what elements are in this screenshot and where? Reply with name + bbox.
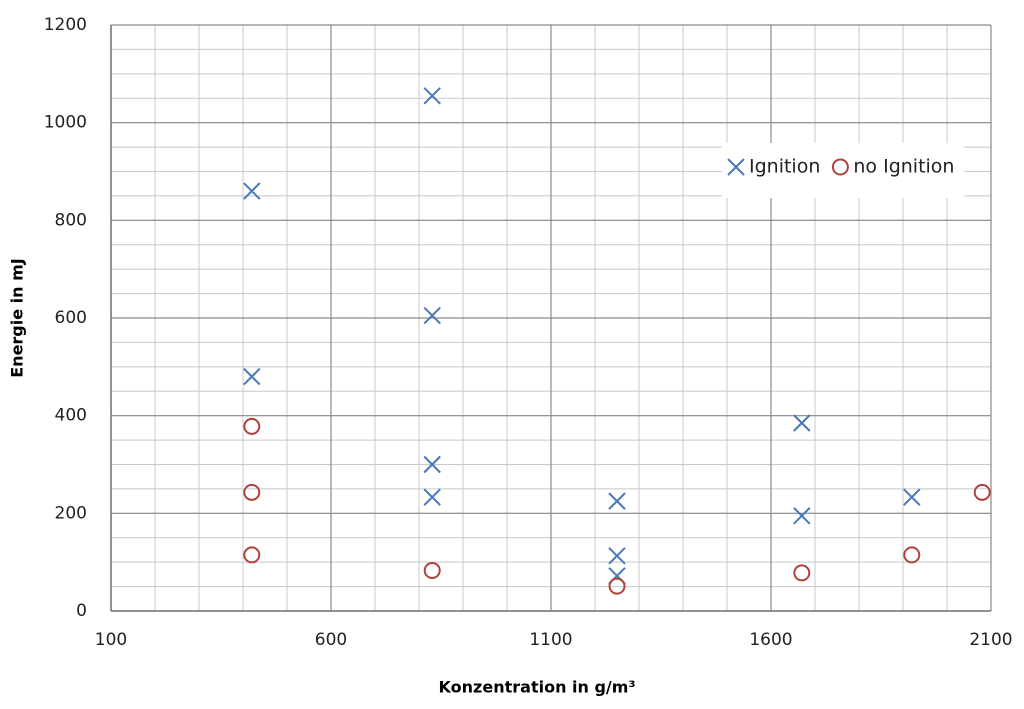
- y-tick-label: 600: [55, 308, 87, 328]
- point: [608, 547, 626, 565]
- point: [423, 455, 441, 474]
- x-tick-label: 100: [95, 630, 127, 650]
- point: [793, 564, 811, 582]
- point: [903, 546, 921, 564]
- point: [903, 488, 921, 506]
- y-axis-title: Energie in mJ: [8, 258, 27, 378]
- point: [243, 417, 261, 435]
- point: [608, 492, 626, 510]
- point: [608, 577, 626, 595]
- y-tick-label: 1200: [44, 15, 87, 35]
- legend-label: no Ignition: [853, 156, 954, 178]
- y-tick-label: 400: [55, 406, 87, 426]
- legend: Ignition no Ignition: [722, 143, 964, 198]
- point: [243, 546, 261, 564]
- x-axis-title: Konzentration in g/m³: [439, 678, 636, 697]
- point: [243, 367, 261, 386]
- point: [423, 561, 441, 579]
- legend-marker: [831, 158, 849, 176]
- x-tick-label: 1100: [529, 630, 572, 650]
- point: [423, 87, 441, 105]
- y-tick-label: 0: [76, 601, 87, 621]
- point: [973, 483, 991, 501]
- y-tick-label: 1000: [44, 113, 87, 133]
- x-tick-label: 2100: [969, 630, 1012, 650]
- point: [793, 507, 811, 525]
- legend-box: [722, 143, 964, 198]
- point: [793, 414, 811, 432]
- point: [243, 182, 261, 200]
- legend-marker: [727, 158, 745, 176]
- point: [423, 306, 441, 325]
- x-tick-label: 600: [315, 630, 347, 650]
- point: [423, 488, 441, 506]
- y-tick-label: 800: [55, 210, 87, 230]
- point: [243, 483, 261, 501]
- x-tick-label: 1600: [749, 630, 792, 650]
- legend-label: Ignition: [749, 156, 820, 178]
- y-tick-label: 200: [55, 503, 87, 523]
- grid: [110, 24, 992, 612]
